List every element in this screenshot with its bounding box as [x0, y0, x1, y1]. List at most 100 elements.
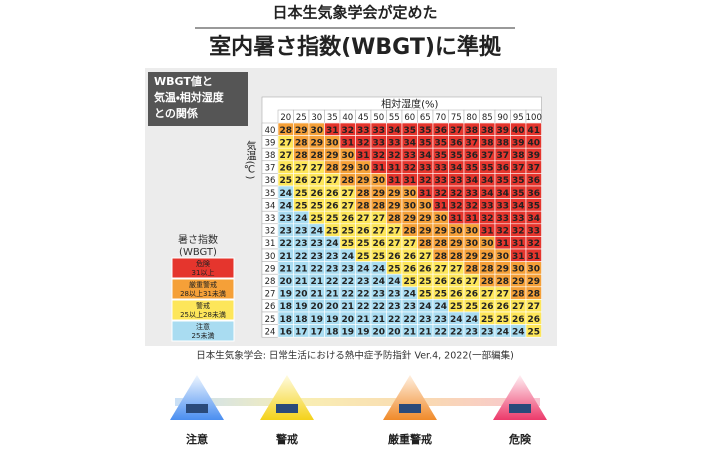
cell-value: 31: [496, 239, 509, 249]
cell-value: 39: [512, 138, 525, 148]
cell-value: 27: [419, 252, 432, 262]
cell-value: 28: [527, 290, 540, 300]
cell-value: 24: [450, 315, 463, 325]
row-header: 29: [265, 264, 276, 274]
column-header: 40: [342, 113, 353, 123]
cell-value: 24: [388, 277, 401, 287]
cell-value: 28: [481, 264, 494, 274]
cell-value: 23: [310, 252, 323, 262]
cell-value: 27: [512, 302, 525, 312]
cell-value: 29: [388, 189, 401, 199]
cell-value: 33: [481, 201, 494, 211]
cell-value: 32: [388, 151, 401, 161]
cell-value: 38: [465, 126, 478, 136]
cell-value: 27: [434, 264, 447, 274]
cell-value: 28: [341, 176, 354, 186]
cell-value: 26: [465, 290, 478, 300]
cell-value: 34: [481, 189, 494, 199]
cell-value: 25: [341, 227, 354, 237]
cell-value: 31: [388, 176, 401, 186]
cell-value: 23: [465, 327, 478, 337]
cell-value: 30: [403, 201, 416, 211]
legend-title: 暑さ指数: [178, 233, 218, 246]
cell-value: 30: [434, 214, 447, 224]
cell-value: 38: [496, 138, 509, 148]
cell-value: 25: [341, 239, 354, 249]
cell-value: 23: [279, 227, 292, 237]
cell-value: 35: [481, 164, 494, 174]
cell-value: 20: [279, 277, 292, 287]
cell-value: 31: [481, 227, 494, 237]
cell-value: 25: [295, 201, 308, 211]
cell-value: 22: [403, 315, 416, 325]
cell-value: 29: [310, 138, 323, 148]
cell-value: 26: [372, 239, 385, 249]
cell-value: 18: [279, 315, 292, 325]
cell-value: 26: [419, 264, 432, 274]
cell-value: 24: [496, 327, 509, 337]
cell-value: 21: [341, 302, 354, 312]
row-header: 40: [265, 126, 276, 136]
cell-value: 28: [388, 214, 401, 224]
cell-value: 25: [326, 227, 339, 237]
column-header: 45: [358, 113, 369, 123]
cell-value: 27: [357, 214, 370, 224]
legend-range: 31以上: [192, 268, 215, 277]
cell-value: 32: [357, 138, 370, 148]
cell-value: 32: [372, 151, 385, 161]
cell-value: 25: [295, 189, 308, 199]
cell-value: 29: [419, 227, 432, 237]
cell-value: 21: [310, 277, 323, 287]
column-header: 35: [327, 113, 338, 123]
cell-value: 23: [481, 327, 494, 337]
legend-swatch: [171, 257, 235, 279]
cell-value: 27: [341, 201, 354, 211]
cell-value: 33: [450, 176, 463, 186]
cell-value: 23: [326, 252, 339, 262]
cell-value: 24: [465, 315, 478, 325]
cell-value: 32: [481, 214, 494, 224]
cell-value: 33: [434, 176, 447, 186]
cell-value: 19: [357, 327, 370, 337]
cell-value: 25: [496, 315, 509, 325]
cell-value: 24: [372, 264, 385, 274]
cell-value: 23: [357, 277, 370, 287]
cell-value: 24: [279, 201, 292, 211]
cell-value: 34: [465, 176, 478, 186]
cell-value: 36: [527, 189, 540, 199]
cell-value: 31: [434, 201, 447, 211]
cell-value: 28: [326, 164, 339, 174]
legend-swatch: [171, 278, 235, 300]
cell-value: 31: [326, 126, 339, 136]
cell-value: 24: [403, 290, 416, 300]
cell-value: 26: [388, 252, 401, 262]
cell-value: 21: [295, 277, 308, 287]
cell-value: 31: [465, 214, 478, 224]
cell-value: 30: [341, 151, 354, 161]
row-header: 36: [265, 176, 276, 186]
cell-value: 21: [310, 290, 323, 300]
row-header: 24: [265, 327, 276, 337]
cell-value: 36: [527, 176, 540, 186]
row-header: 32: [265, 227, 276, 237]
cell-value: 30: [450, 227, 463, 237]
cell-value: 26: [496, 302, 509, 312]
row-header: 33: [265, 214, 276, 224]
row-header: 31: [265, 239, 276, 249]
title: 室内暑さ指数(WBGT)に準拠: [209, 34, 502, 60]
row-header: 35: [265, 189, 276, 199]
panel-label: との関係: [154, 106, 199, 120]
column-header: 70: [435, 113, 446, 123]
column-header: 85: [482, 113, 493, 123]
cell-value: 25: [465, 302, 478, 312]
cell-value: 32: [341, 126, 354, 136]
cell-value: 29: [403, 214, 416, 224]
cell-value: 23: [419, 315, 432, 325]
cell-value: 19: [310, 315, 323, 325]
legend-swatch: [171, 299, 235, 321]
cell-value: 21: [295, 264, 308, 274]
cell-value: 33: [434, 164, 447, 174]
cell-value: 30: [527, 264, 540, 274]
cell-value: 25: [403, 277, 416, 287]
cell-value: 29: [481, 252, 494, 262]
